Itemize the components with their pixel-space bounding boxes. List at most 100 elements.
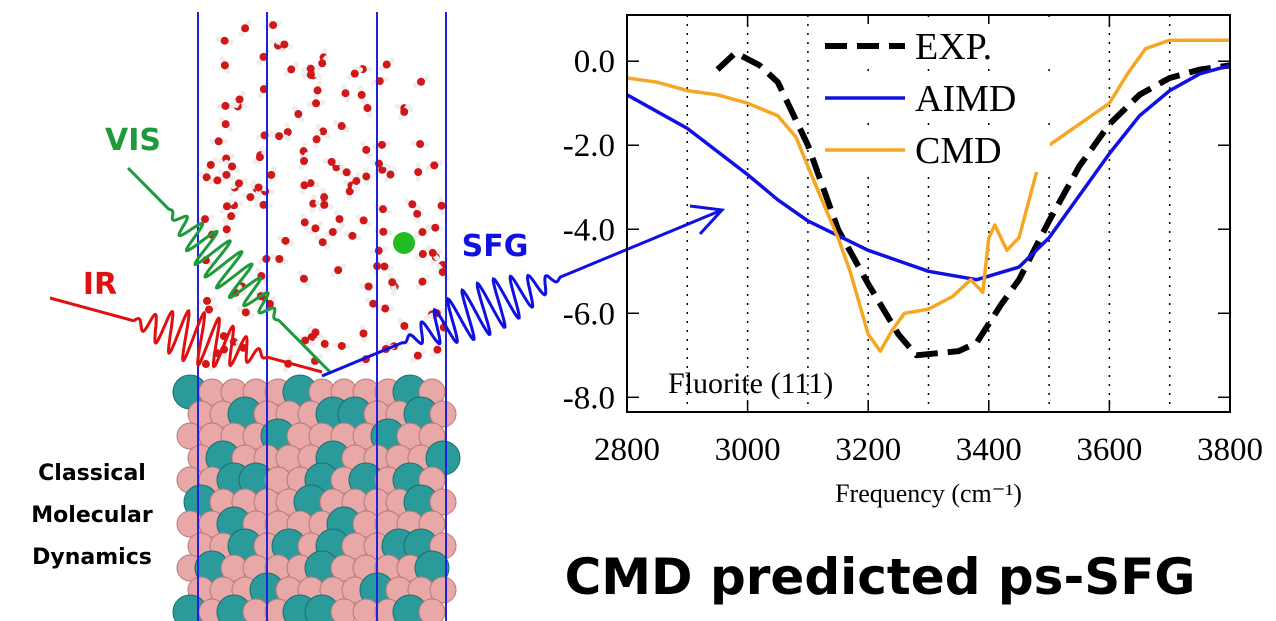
page: VIS IR SFG Classical Molecular Dynamics … bbox=[0, 0, 1276, 621]
method-label: Classical bbox=[38, 461, 146, 486]
water-oxygen bbox=[341, 89, 349, 97]
water-oxygen bbox=[418, 278, 426, 286]
annotation: Fluorite (111) bbox=[668, 367, 833, 400]
y-tick-label: -4.0 bbox=[563, 212, 615, 248]
ion bbox=[393, 232, 415, 254]
water-oxygen bbox=[335, 215, 343, 223]
water-oxygen bbox=[255, 183, 263, 191]
method-label: Dynamics bbox=[32, 545, 152, 570]
x-tick-label: 3600 bbox=[1076, 432, 1142, 468]
water-oxygen bbox=[236, 95, 244, 103]
water-oxygen bbox=[351, 70, 359, 78]
water-oxygen bbox=[379, 228, 387, 236]
water-oxygen bbox=[418, 228, 426, 236]
water-oxygen bbox=[320, 193, 328, 201]
water-oxygen bbox=[363, 104, 371, 112]
water-oxygen bbox=[222, 120, 230, 128]
water-oxygen bbox=[222, 171, 230, 179]
water-oxygen bbox=[300, 275, 308, 283]
water-oxygen bbox=[221, 102, 229, 110]
water-oxygen bbox=[300, 157, 308, 165]
water-oxygen bbox=[280, 40, 288, 48]
x-tick-label: 3000 bbox=[715, 432, 781, 468]
water-oxygen bbox=[241, 24, 249, 32]
water-oxygen bbox=[360, 216, 368, 224]
water-oxygen bbox=[267, 171, 275, 179]
x-tick-label: 3400 bbox=[956, 432, 1022, 468]
x-tick-label: 3200 bbox=[835, 432, 901, 468]
water-oxygen bbox=[300, 181, 308, 189]
water-oxygen bbox=[334, 266, 342, 274]
water-oxygen bbox=[379, 205, 387, 213]
water-oxygen bbox=[235, 179, 243, 187]
caption: CMD predicted ps-SFG bbox=[565, 548, 1196, 606]
water-oxygen bbox=[242, 308, 250, 316]
illustration bbox=[50, 12, 722, 621]
water-oxygen bbox=[321, 340, 329, 348]
water-oxygen bbox=[320, 201, 328, 209]
water-oxygen bbox=[400, 322, 408, 330]
water-oxygen bbox=[433, 346, 441, 354]
water-oxygen bbox=[358, 91, 366, 99]
x-tick-label: 3800 bbox=[1197, 432, 1263, 468]
water-oxygen bbox=[256, 153, 264, 161]
water-oxygen bbox=[375, 247, 383, 255]
water-oxygen bbox=[414, 168, 422, 176]
water-oxygen bbox=[282, 237, 290, 245]
water-oxygen bbox=[408, 200, 416, 208]
water-oxygen bbox=[203, 297, 211, 305]
water-oxygen bbox=[246, 193, 254, 201]
water-oxygen bbox=[221, 37, 229, 45]
y-tick-label: -8.0 bbox=[563, 380, 615, 416]
water-oxygen bbox=[275, 132, 283, 140]
water-oxygen bbox=[202, 360, 210, 368]
water-oxygen bbox=[419, 250, 427, 258]
y-tick-label: 0.0 bbox=[574, 44, 615, 80]
water-oxygen bbox=[311, 224, 319, 232]
water-oxygen bbox=[338, 122, 346, 130]
ir-beam bbox=[50, 298, 322, 372]
water-oxygen bbox=[228, 162, 236, 170]
water-oxygen bbox=[287, 65, 295, 73]
beam-label: IR bbox=[83, 267, 117, 302]
water-oxygen bbox=[223, 202, 231, 210]
x-tick-label: 2800 bbox=[594, 432, 660, 468]
water-oxygen bbox=[314, 86, 322, 94]
water-oxygen bbox=[348, 232, 356, 240]
legend-label: EXP. bbox=[915, 26, 992, 68]
water-oxygen bbox=[431, 224, 439, 232]
water-oxygen bbox=[378, 141, 386, 149]
water-oxygen bbox=[205, 306, 213, 314]
water-oxygen bbox=[417, 78, 425, 86]
water-oxygen bbox=[429, 249, 437, 257]
water-oxygen bbox=[362, 146, 370, 154]
water-oxygen bbox=[359, 330, 367, 338]
water-oxygen bbox=[362, 172, 370, 180]
x-axis-label: Frequency (cm⁻¹) bbox=[835, 479, 1022, 508]
legend-label: CMD bbox=[915, 130, 1002, 172]
water-oxygen bbox=[223, 225, 231, 233]
water-oxygen bbox=[319, 238, 327, 246]
water-oxygen bbox=[365, 282, 373, 290]
water-oxygen bbox=[430, 161, 438, 169]
water-oxygen bbox=[386, 171, 394, 179]
y-tick-label: -2.0 bbox=[563, 128, 615, 164]
water-oxygen bbox=[312, 99, 320, 107]
water-oxygen bbox=[307, 65, 315, 73]
figure: VIS IR SFG Classical Molecular Dynamics … bbox=[0, 0, 1276, 621]
water-oxygen bbox=[381, 305, 389, 313]
water-oxygen bbox=[215, 137, 223, 145]
method-label: Molecular bbox=[31, 503, 153, 528]
water-oxygen bbox=[269, 21, 277, 29]
water-oxygen bbox=[400, 108, 408, 116]
beam-label: VIS bbox=[105, 123, 161, 158]
legend-label: AIMD bbox=[915, 78, 1016, 120]
water-oxygen bbox=[213, 176, 221, 184]
water-oxygen bbox=[319, 127, 327, 135]
water-oxygen bbox=[413, 210, 421, 218]
water-oxygen bbox=[227, 212, 235, 220]
water-oxygen bbox=[343, 168, 351, 176]
water-oxygen bbox=[338, 342, 346, 350]
water-oxygen bbox=[383, 61, 391, 69]
